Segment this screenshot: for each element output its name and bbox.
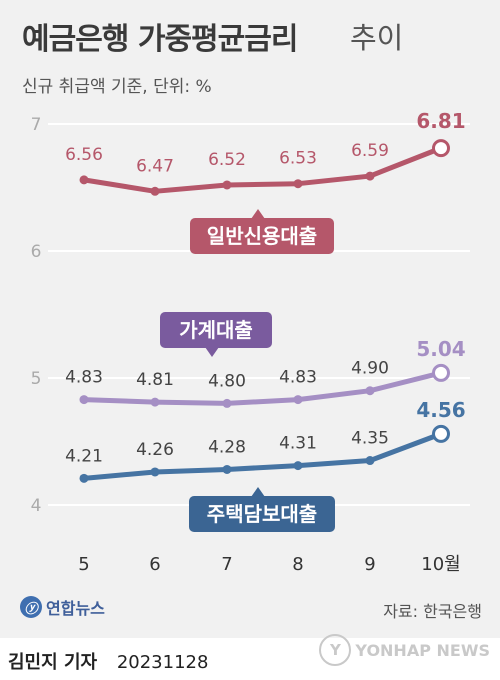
x-tick-label: 10월 <box>421 554 460 575</box>
data-point <box>150 186 160 196</box>
data-point <box>293 179 303 189</box>
data-point <box>79 175 89 185</box>
x-tick-label: 7 <box>221 554 232 575</box>
badge-bg <box>190 218 334 254</box>
x-tick-label: 9 <box>364 554 375 575</box>
watermark-text: YONHAP NEWS <box>355 640 490 660</box>
badge-pointer <box>251 209 265 219</box>
source-note: 자료: 한국은행 <box>383 602 482 621</box>
series-0: 6.56 6.47 6.52 6.53 6.59 6.81 <box>65 109 466 196</box>
x-axis-ticks: 5 6 7 8 9 10월 <box>78 554 460 575</box>
badge-label: 주택담보대출 <box>207 502 317 526</box>
badge-bg <box>160 312 272 348</box>
series-line <box>81 431 444 481</box>
x-tick-label: 6 <box>149 554 160 575</box>
data-label: 6.56 <box>65 145 103 165</box>
data-point <box>79 395 89 405</box>
data-point-last <box>432 424 450 443</box>
data-point <box>293 395 303 405</box>
logo-text: 연합뉴스 <box>46 599 105 618</box>
data-point <box>365 171 375 181</box>
x-tick-label: 5 <box>78 554 89 575</box>
data-label: 4.21 <box>65 446 103 466</box>
series-line <box>81 370 444 406</box>
reporter-name: 김민지 기자 <box>8 652 98 673</box>
yonhap-logo-icon: ⓨ <box>20 596 42 618</box>
data-point <box>222 464 232 474</box>
data-label: 5.04 <box>416 337 465 361</box>
badge-label: 가계대출 <box>179 318 253 342</box>
data-point <box>79 473 89 483</box>
publish-date: 20231128 <box>116 652 209 673</box>
data-label: 4.83 <box>279 368 317 388</box>
data-point-last <box>432 363 450 382</box>
y-tick-label: 6 <box>31 242 42 262</box>
data-label: 4.81 <box>136 370 174 390</box>
data-point-last <box>432 139 450 158</box>
legend-household: 가계대출 <box>160 312 272 357</box>
yonhap-logo: ⓨ 연합뉴스 <box>20 595 105 619</box>
y-axis-ticks: 4 5 6 7 <box>31 115 42 516</box>
series-layer: 6.566.47 6.52 6.53 6.596.814.83 4.81 4.80 4.83… <box>65 109 466 483</box>
y-tick-label: 4 <box>31 496 42 516</box>
data-point <box>150 467 160 477</box>
series-line <box>81 145 444 194</box>
series-1: 4.83 4.81 4.80 4.83 4.90 5.04 <box>65 337 466 408</box>
data-label: 6.47 <box>136 156 174 176</box>
watermark-icon: Y <box>319 634 352 666</box>
series-2: 4.21 4.26 4.28 4.31 4.35 4.56 <box>65 398 466 483</box>
data-label: 4.35 <box>351 429 389 449</box>
chart-title: 예금은행 가중평균금리 <box>22 22 298 57</box>
data-label: 6.52 <box>208 150 246 170</box>
data-point <box>365 456 375 466</box>
data-label: 4.80 <box>208 371 246 391</box>
data-label: 6.59 <box>351 141 389 161</box>
data-point <box>293 461 303 471</box>
data-label: 4.56 <box>416 398 465 422</box>
data-label: 6.53 <box>279 149 317 169</box>
legend-mortgage: 주택담보대출 <box>189 487 335 532</box>
chart-title-suffix: 추이 <box>350 21 404 55</box>
legend-general-credit: 일반신용대출 <box>190 209 334 254</box>
y-tick-label: 7 <box>31 115 42 135</box>
data-point <box>222 180 232 190</box>
badge-bg <box>189 496 335 532</box>
y-tick-label: 5 <box>31 369 42 389</box>
data-label: 4.31 <box>279 434 317 454</box>
badge-label: 일반신용대출 <box>207 224 317 248</box>
data-label: 4.90 <box>351 359 389 379</box>
infographic-card: 예금은행 가중평균금리 추이 신규 취급액 기준, 단위: % 4 5 6 7 5 6 7… <box>0 0 500 638</box>
chart-subtitle: 신규 취급액 기준, 단위: % <box>22 77 212 97</box>
data-label: 6.81 <box>416 109 465 133</box>
x-tick-label: 8 <box>292 554 303 575</box>
data-label: 4.28 <box>208 437 246 457</box>
credit-line: 김민지 기자 20231128 <box>8 648 208 674</box>
data-point <box>222 398 232 408</box>
badge-pointer <box>205 347 219 357</box>
data-label: 4.83 <box>65 368 103 388</box>
line-chart: 4 5 6 7 5 6 7 8 9 10월 6.56 6.47 6.52 6.53 6.59 6.81 4.… <box>31 109 470 575</box>
badge-pointer <box>251 487 265 497</box>
watermark: Y YONHAP NEWS <box>319 634 490 666</box>
data-point <box>150 397 160 407</box>
data-label: 4.26 <box>136 440 174 460</box>
data-point <box>365 386 375 396</box>
